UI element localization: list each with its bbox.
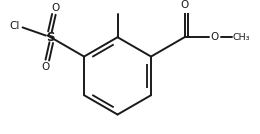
Text: O: O: [180, 0, 189, 10]
Text: O: O: [211, 32, 219, 42]
Text: CH₃: CH₃: [233, 33, 250, 42]
Text: Cl: Cl: [10, 21, 20, 31]
Text: O: O: [51, 3, 60, 13]
Text: O: O: [41, 62, 50, 72]
Text: S: S: [46, 31, 55, 44]
